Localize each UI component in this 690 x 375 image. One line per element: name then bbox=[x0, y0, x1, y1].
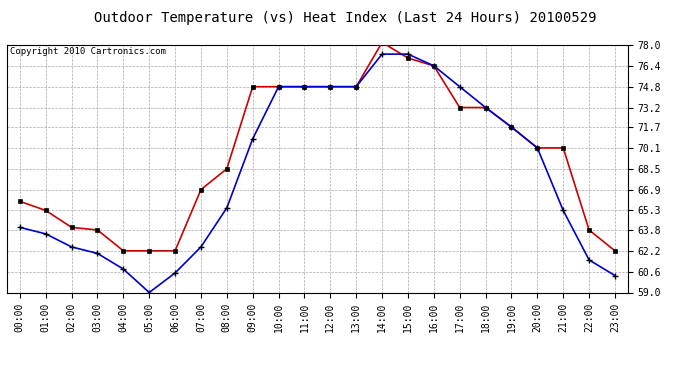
Text: Outdoor Temperature (vs) Heat Index (Last 24 Hours) 20100529: Outdoor Temperature (vs) Heat Index (Las… bbox=[94, 11, 596, 25]
Text: Copyright 2010 Cartronics.com: Copyright 2010 Cartronics.com bbox=[10, 48, 166, 57]
